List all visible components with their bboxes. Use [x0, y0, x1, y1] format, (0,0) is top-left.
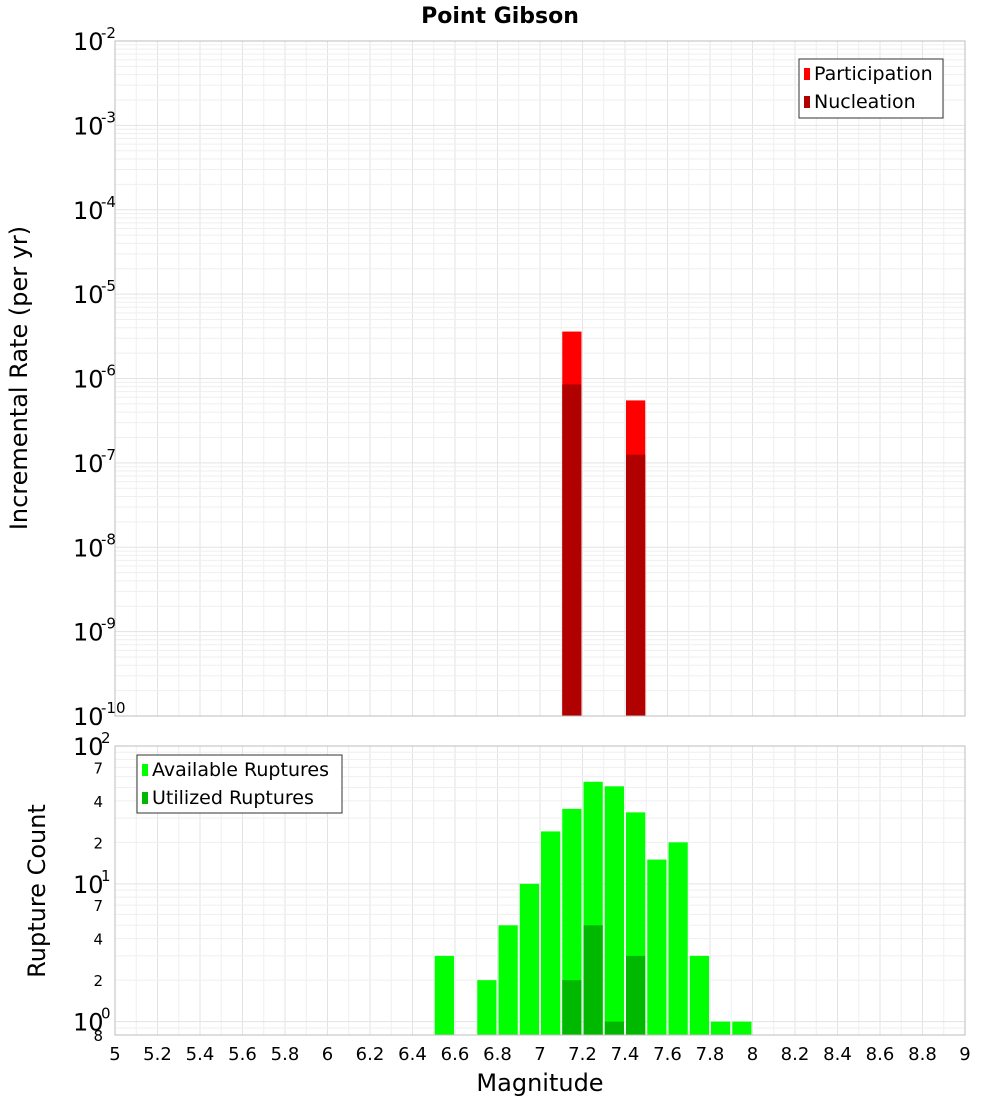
x-tick-label: 8.6	[866, 1044, 895, 1065]
x-tick-label: 6.8	[483, 1044, 512, 1065]
x-tick-label: 6.4	[398, 1044, 427, 1065]
bottom-y-tick-exponent: 1	[101, 867, 111, 885]
x-tick-label: 7	[534, 1044, 545, 1065]
top-y-tick-exponent: -5	[101, 277, 116, 295]
x-tick-label: 7.2	[568, 1044, 597, 1065]
x-tick-label: 5.8	[271, 1044, 300, 1065]
bottom-y-tick-label: 10	[73, 733, 104, 761]
nucleation-series	[562, 384, 646, 716]
top-y-axis-label: Incremental Rate (per yr)	[5, 226, 33, 530]
grid	[114, 40, 966, 717]
utilized-ruptures-series	[562, 925, 646, 1035]
bottom-legend-swatch	[142, 792, 148, 804]
available-ruptures-bar	[689, 955, 709, 1035]
bottom-y-tick-exponent: 2	[101, 729, 111, 747]
utilized-ruptures-bar	[562, 980, 582, 1035]
top-y-tick-exponent: -10	[101, 699, 126, 717]
available-ruptures-bar	[519, 883, 539, 1035]
x-tick-label: 5.4	[186, 1044, 215, 1065]
top-y-tick-exponent: -2	[101, 24, 116, 42]
bottom-y-minor-tick-label: 7	[93, 759, 103, 777]
x-tick-label: 8	[747, 1044, 758, 1065]
x-tick-label: 6.2	[356, 1044, 385, 1065]
top-y-tick-exponent: -9	[101, 615, 116, 633]
available-ruptures-bar	[541, 831, 561, 1035]
top-legend: Participation Nucleation	[798, 58, 944, 119]
top-y-tick-exponent: -7	[101, 446, 116, 464]
top-plot-border	[114, 40, 966, 717]
top-legend-swatch	[804, 68, 810, 80]
bottom-plot-border	[114, 745, 966, 1036]
available-ruptures-bar	[647, 859, 667, 1035]
x-tick-label: 5.6	[228, 1044, 257, 1065]
bottom-y-minor-tick-label: 2	[93, 834, 103, 852]
x-tick-label: 8.8	[908, 1044, 937, 1065]
utilized-ruptures-bar	[626, 955, 646, 1035]
top-legend-label: Participation	[814, 63, 933, 85]
x-tick-label: 5	[109, 1044, 120, 1065]
available-ruptures-bar	[562, 808, 582, 1035]
bottom-legend-swatch	[142, 764, 148, 776]
x-tick-label: 7.4	[611, 1044, 640, 1065]
bottom-legend-box	[136, 754, 343, 814]
available-ruptures-bar	[604, 786, 624, 1035]
available-ruptures-bar	[434, 955, 454, 1035]
available-ruptures-bar	[732, 1021, 752, 1035]
top-y-tick-exponent: -3	[101, 108, 116, 126]
x-tick-label: 5.2	[143, 1044, 172, 1065]
x-tick-label: 6.6	[441, 1044, 470, 1065]
top-legend-label: Nucleation	[814, 91, 916, 113]
available-ruptures-bar	[498, 925, 518, 1035]
top-legend-box	[798, 58, 944, 119]
top-legend-swatch	[804, 96, 810, 108]
x-tick-label: 9	[959, 1044, 970, 1065]
nucleation-bar	[626, 454, 646, 716]
top-y-tick-exponent: -4	[101, 193, 116, 211]
bottom-y-tick-label: 10	[73, 871, 104, 899]
nucleation-bar	[562, 384, 582, 716]
bottom-y-minor-tick-label: 4	[93, 793, 103, 811]
utilized-ruptures-bar	[604, 1021, 624, 1035]
top-y-tick-label: 10	[73, 28, 104, 56]
bottom-y-axis-label: Rupture Count	[23, 804, 51, 978]
bottom-y-minor-tick-label: 7	[93, 897, 103, 915]
top-y-tick-label: 10	[73, 366, 104, 394]
x-tick-label: 7.6	[653, 1044, 682, 1065]
top-plot: 10-210-310-410-510-610-710-810-910-10Par…	[73, 24, 966, 731]
top-y-tick-exponent: -6	[101, 362, 116, 380]
x-tick-labels: 5 5.2 5.4 5.6 5.8 6 6.2 6.4 6.6 6.8 7 7.2 7.4 7.6 7.8 8…	[109, 1044, 970, 1065]
bottom-legend-label: Utilized Ruptures	[152, 787, 314, 809]
bottom-y-minor-tick-label: 8	[93, 1027, 103, 1045]
utilized-ruptures-bar	[583, 925, 603, 1035]
available-ruptures-bar	[711, 1021, 731, 1035]
top-y-tick-label: 10	[73, 112, 104, 140]
x-tick-label: 6	[322, 1044, 333, 1065]
available-ruptures-bar	[477, 980, 497, 1035]
available-ruptures-bar	[668, 842, 688, 1035]
bottom-y-tick-exponent: 0	[101, 1005, 111, 1023]
x-tick-label: 8.2	[781, 1044, 810, 1065]
top-y-tick-label: 10	[73, 197, 104, 225]
bottom-y-tick-label: 10	[73, 1009, 104, 1037]
top-y-tick-exponent: -8	[101, 530, 116, 548]
top-y-tick-label: 10	[73, 703, 104, 731]
top-y-tick-label: 10	[73, 619, 104, 647]
bottom-legend-label: Available Ruptures	[152, 759, 329, 781]
x-tick-label: 8.4	[823, 1044, 852, 1065]
top-y-tick-label: 10	[73, 450, 104, 478]
bottom-y-minor-tick-label: 4	[93, 931, 103, 949]
bottom-y-minor-tick-label: 2	[93, 972, 103, 990]
x-tick-label: 7.8	[696, 1044, 725, 1065]
top-y-tick-label: 10	[73, 534, 104, 562]
top-y-tick-label: 10	[73, 281, 104, 309]
bottom-legend: Available Ruptures Utilized Ruptures	[136, 754, 343, 814]
x-axis-label: Magnitude	[476, 1069, 603, 1097]
chart-title: Point Gibson	[421, 4, 579, 29]
